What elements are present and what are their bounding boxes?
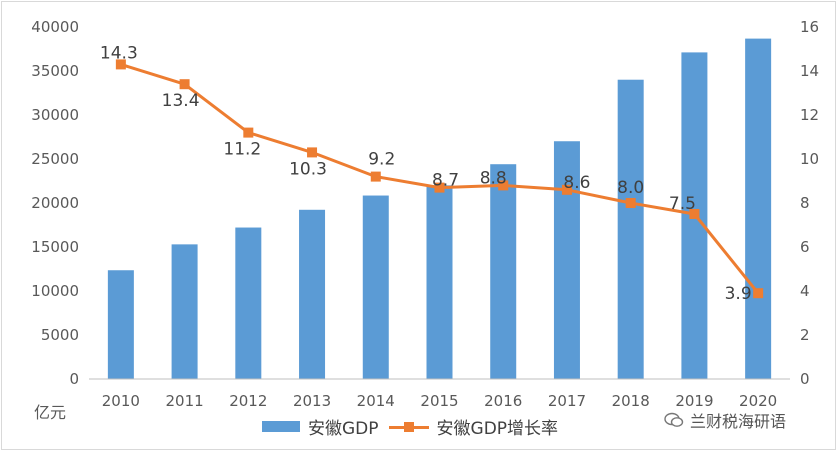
y-right-tick-label: 6: [800, 238, 810, 256]
line-series-growth: [115, 59, 764, 299]
y-right-tick-label: 2: [800, 326, 810, 344]
bar-2011: [171, 244, 198, 379]
bar-2016: [490, 164, 517, 379]
growth-marker-2010: [115, 59, 126, 70]
x-tick-label-2017: 2017: [548, 392, 586, 410]
growth-marker-2017: [561, 184, 572, 195]
x-tick-label-2015: 2015: [420, 392, 458, 410]
x-tick-label-2010: 2010: [102, 392, 140, 410]
x-tick-label-2019: 2019: [675, 392, 713, 410]
growth-marker-2015: [434, 182, 445, 193]
growth-marker-2012: [243, 127, 254, 138]
growth-marker-2018: [625, 198, 636, 208]
y-right-tick-label: 8: [800, 194, 810, 212]
y-axis-unit-label: 亿元: [34, 403, 67, 422]
x-tick-label-2020: 2020: [739, 392, 777, 410]
y-right-tick-label: 14: [800, 62, 819, 80]
growth-data-label-2012: 11.2: [223, 140, 261, 160]
growth-data-label-2013: 10.3: [289, 159, 327, 179]
growth-marker-2016: [498, 180, 509, 191]
y-left-tick-label: 35000: [31, 62, 79, 80]
watermark: 兰财税海研语: [664, 408, 786, 432]
x-tick-label-2012: 2012: [229, 392, 267, 410]
bar-2013: [299, 209, 326, 379]
bar-2010: [107, 270, 134, 379]
watermark-text: 兰财税海研语: [690, 412, 787, 431]
growth-data-label-2014: 9.2: [368, 150, 395, 170]
y-left-tick-label: 20000: [31, 194, 79, 212]
growth-marker-2019: [689, 209, 700, 219]
bar-2015: [426, 185, 453, 379]
legend-label-gdp: 安徽GDP: [308, 419, 379, 439]
growth-data-label-2019: 7.5: [669, 194, 696, 214]
bar-2020: [745, 38, 772, 379]
y-left-tick-label: 5000: [41, 326, 79, 344]
x-tick-label-2016: 2016: [484, 392, 522, 410]
legend-label-growth: 安徽GDP增长率: [436, 419, 559, 439]
growth-data-label-2020: 3.9: [725, 284, 752, 304]
bar-2014: [362, 195, 389, 379]
growth-data-label-2010: 14.3: [100, 43, 138, 63]
growth-data-label-2017: 8.6: [563, 173, 590, 193]
legend-swatch-line: [388, 420, 429, 434]
y-left-tick-label: 40000: [31, 18, 79, 36]
bar-2018: [617, 79, 644, 379]
y-right-tick-label: 0: [800, 370, 810, 388]
y-left-tick-label: 0: [69, 370, 79, 388]
legend: 安徽GDP 安徽GDP增长率: [262, 414, 568, 439]
bar-2012: [235, 227, 262, 379]
y-left-tick-label: 30000: [31, 106, 79, 124]
x-tick-label-2013: 2013: [293, 392, 331, 410]
y-left-tick-label: 10000: [31, 282, 79, 300]
growth-data-label-2015: 8.7: [432, 171, 459, 191]
y-left-tick-label: 25000: [31, 150, 79, 168]
growth-marker-2014: [370, 171, 381, 182]
y-right-tick-label: 4: [800, 282, 810, 300]
y-right-tick-label: 12: [800, 106, 819, 124]
growth-data-label-2011: 13.4: [162, 91, 200, 111]
legend-item-gdp: 安徽GDP: [262, 414, 379, 439]
x-tick-label-2018: 2018: [612, 392, 650, 410]
growth-data-label-2016: 8.8: [480, 168, 507, 188]
x-tick-label-2014: 2014: [357, 392, 395, 410]
legend-item-growth: 安徽GDP增长率: [388, 414, 559, 439]
wechat-icon: [664, 412, 684, 427]
bar-series-gdp: [107, 38, 772, 380]
growth-data-label-2018: 8.0: [617, 178, 644, 198]
y-right-tick-label: 10: [800, 150, 819, 168]
legend-swatch-bar: [262, 421, 300, 432]
y-right-tick-label: 16: [800, 18, 819, 36]
data-labels: 14.3 13.4 11.2 10.3 9.2 8.7 8.8 8.6 8.0 7.5 3.9: [100, 43, 752, 304]
x-tick-label-2011: 2011: [165, 392, 203, 410]
growth-marker-2013: [307, 147, 318, 158]
axes: 0 5000 10000 15000 20000 25000 30000 35000 40000…: [31, 18, 819, 410]
growth-marker-2020: [753, 288, 764, 299]
bar-2017: [553, 141, 580, 379]
growth-marker-2011: [179, 79, 190, 90]
y-left-tick-label: 15000: [31, 238, 79, 256]
